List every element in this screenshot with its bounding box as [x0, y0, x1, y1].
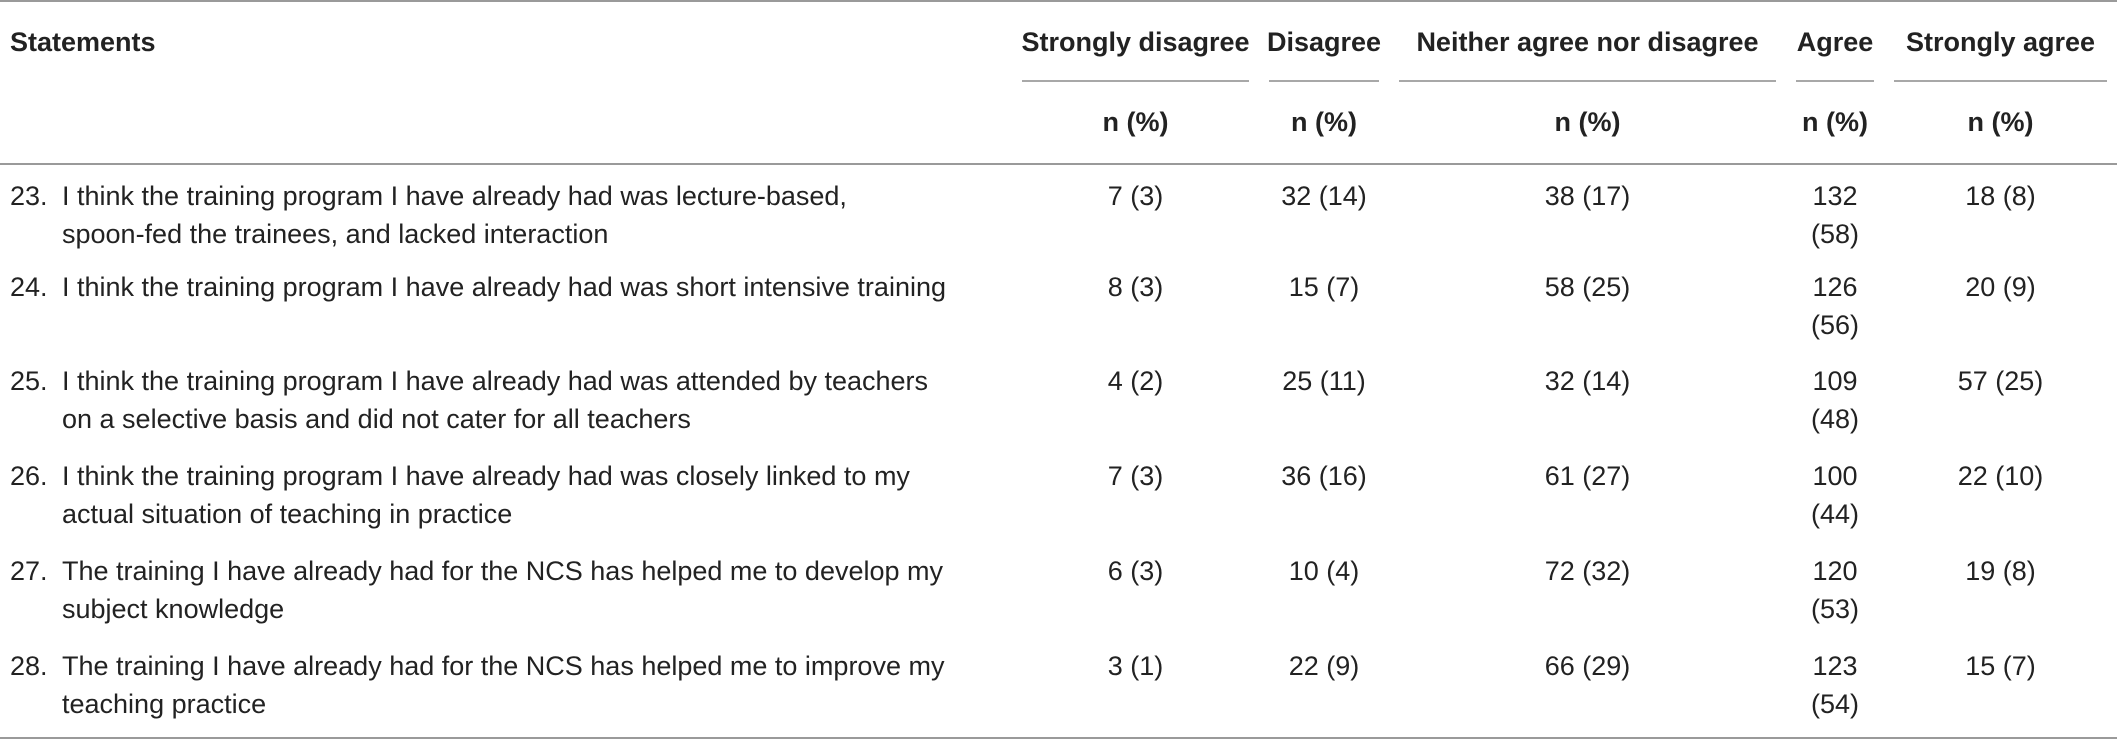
cell-strongly-agree: 22 (10) [1957, 461, 2044, 491]
cell-disagree: 25 (11) [1282, 366, 1366, 396]
cell-disagree: 32 (14) [1281, 181, 1367, 211]
statement-line: I think the training program I have alre… [62, 461, 910, 491]
statement-line: The training I have already had for the … [62, 651, 945, 681]
header-row: Statements Strongly disagree Disagree Ne… [0, 0, 2117, 82]
statement-line: I think the training program I have alre… [62, 366, 929, 396]
row-statement: I think the training program I have alre… [62, 260, 1012, 350]
cell-neither: 58 (25) [1544, 272, 1631, 302]
cell-disagree: 36 (16) [1281, 461, 1367, 491]
statement-line: spoon-fed the trainees, and lacked inter… [62, 219, 609, 249]
row-statement: I think the training program I have alre… [62, 445, 1012, 540]
row-number: 27. [10, 556, 48, 586]
cell-disagree: 10 (4) [1288, 556, 1360, 586]
table-row: 24. I think the training program I have … [0, 260, 2117, 350]
cell-strongly-disagree: 7 (3) [1107, 181, 1164, 211]
subheader-cell: n (%) [1012, 82, 1260, 165]
cell-strongly-disagree: 4 (2) [1107, 366, 1164, 396]
subheader-row: n (%) n (%) n (%) n (%) n (%) [0, 82, 2117, 165]
cell-neither: 38 (17) [1544, 181, 1631, 211]
statement-line: I think the training program I have alre… [62, 272, 946, 302]
table-row: 23. I think the training program I have … [0, 165, 2117, 260]
column-header-neither: Neither agree nor disagree [1389, 0, 1787, 82]
subheader-cell: n (%) [1786, 82, 1885, 165]
cell-strongly-agree: 19 (8) [1965, 556, 2036, 586]
cell-agree: 132 (58) [1811, 181, 1860, 249]
row-number: 24. [10, 272, 48, 302]
statement-line: The training I have already had for the … [62, 556, 944, 586]
row-number: 28. [0, 635, 62, 739]
cell-neither: 61 (27) [1544, 461, 1631, 491]
cell-strongly-disagree: 3 (1) [1012, 635, 1260, 739]
cell-neither: 72 (32) [1544, 556, 1631, 586]
cell-agree: 126 (56) [1811, 272, 1860, 340]
statement-line: I think the training program I have alre… [62, 181, 847, 211]
statement-line: teaching practice [62, 689, 267, 719]
cell-strongly-agree: 57 (25) [1957, 366, 2044, 396]
cell-agree: 120 (53) [1811, 556, 1860, 624]
subheader-cell: n (%) [1389, 82, 1787, 165]
subheader-cell: n (%) [1884, 82, 2117, 165]
cell-agree: 100 (44) [1811, 461, 1860, 529]
row-statement: I think the training program I have alre… [62, 165, 1012, 260]
table-body: 23. I think the training program I have … [0, 165, 2117, 739]
cell-neither: 66 (29) [1389, 635, 1787, 739]
statement-line: on a selective basis and did not cater f… [62, 404, 691, 434]
cell-strongly-disagree: 7 (3) [1107, 461, 1164, 491]
cell-disagree: 22 (9) [1259, 635, 1390, 739]
row-statement: The training I have already had for the … [62, 540, 1012, 635]
cell-agree: 123 (54) [1786, 635, 1885, 739]
row-number: 26. [10, 461, 48, 491]
table-row: 28. The training I have already had for … [0, 635, 2117, 739]
row-number: 25. [10, 366, 48, 396]
row-number: 23. [10, 181, 48, 211]
table-row: 26. I think the training program I have … [0, 445, 2117, 540]
row-statement: I think the training program I have alre… [62, 350, 1012, 445]
cell-strongly-agree: 20 (9) [1965, 272, 2036, 302]
cell-strongly-disagree: 6 (3) [1107, 556, 1164, 586]
cell-strongly-agree: 15 (7) [1884, 635, 2117, 739]
column-header-agree: Agree [1786, 0, 1885, 82]
subheader-blank [0, 82, 1013, 165]
table-row: 27. The training I have already had for … [0, 540, 2117, 635]
row-statement: The training I have already had for the … [62, 635, 1013, 739]
statement-line: actual situation of teaching in practice [62, 499, 513, 529]
cell-strongly-disagree: 8 (3) [1107, 272, 1164, 302]
table-row: 25. I think the training program I have … [0, 350, 2117, 445]
column-header-strongly-agree: Strongly agree [1884, 0, 2117, 82]
cell-neither: 32 (14) [1544, 366, 1631, 396]
statement-line: subject knowledge [62, 594, 285, 624]
table-header: Statements Strongly disagree Disagree Ne… [0, 0, 2117, 165]
column-header-disagree: Disagree [1259, 0, 1390, 82]
cell-disagree: 15 (7) [1288, 272, 1360, 302]
statements-header: Statements [0, 0, 1013, 82]
cell-agree: 109 (48) [1811, 366, 1860, 434]
column-header-strongly-disagree: Strongly disagree [1012, 0, 1260, 82]
cell-strongly-agree: 18 (8) [1965, 181, 2036, 211]
subheader-cell: n (%) [1259, 82, 1390, 165]
